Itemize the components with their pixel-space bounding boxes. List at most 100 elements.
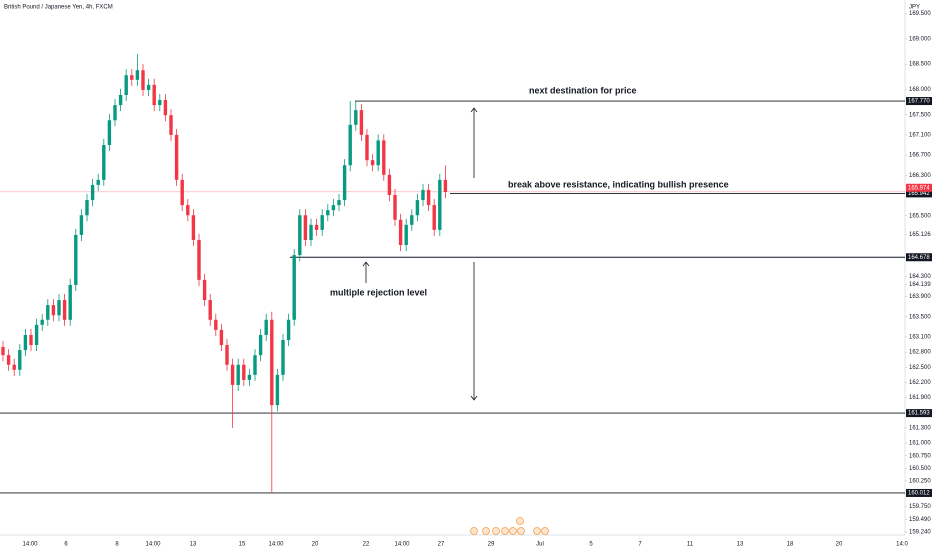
candle-body (404, 224, 408, 246)
candle-body (326, 210, 330, 216)
x-tick-label: 14:00 (394, 542, 410, 548)
y-tick-label: 162.200 (909, 380, 931, 386)
x-tick-label: 6 (64, 542, 68, 548)
x-tick-label: 11 (687, 542, 694, 548)
event-icon[interactable] (533, 527, 541, 535)
candle-body (370, 160, 375, 166)
candle-body (438, 179, 442, 230)
candle-body (18, 350, 22, 370)
candle-body (180, 179, 184, 206)
candle-body (1, 347, 5, 356)
event-icon[interactable] (492, 527, 500, 535)
candle-body (236, 364, 240, 385)
candle-body (298, 215, 302, 256)
arrow-head (470, 107, 478, 113)
candle-body (152, 84, 156, 106)
level-label: 167.770 (908, 99, 930, 105)
y-tick-label: 166.300 (909, 173, 931, 179)
candle-body (79, 215, 84, 235)
candle-body (253, 355, 257, 375)
candle-body (303, 215, 308, 240)
candle-body (387, 174, 392, 196)
candle-body (146, 84, 151, 90)
y-tick-label: 165.500 (909, 213, 931, 219)
y-tick-label: 167.100 (909, 132, 931, 138)
x-tick-label: 14:00 (22, 542, 38, 548)
x-tick-label: 20 (312, 542, 319, 548)
x-tick-label: 5 (589, 542, 593, 548)
candle-body (410, 215, 414, 225)
candle-body (74, 234, 78, 285)
event-icon[interactable] (517, 527, 525, 535)
event-icon[interactable] (482, 527, 490, 535)
candle-body (85, 200, 89, 216)
candle-body (219, 329, 224, 346)
y-tick-label: 164.139 (909, 282, 931, 288)
y-tick-label: 163.100 (909, 335, 931, 341)
y-tick-label: 160.250 (909, 479, 931, 485)
level-label: 164.678 (908, 255, 930, 261)
candle-body (230, 364, 235, 385)
y-tick-label: 163.500 (909, 314, 931, 320)
candle-body (320, 215, 324, 230)
event-icon[interactable] (501, 527, 509, 535)
y-tick-label: 168.500 (909, 62, 931, 68)
y-tick-label: 164.300 (909, 274, 931, 280)
annotation: break above resistance, indicating bulli… (508, 179, 729, 189)
event-icon[interactable] (509, 527, 517, 535)
candle-body (247, 374, 252, 380)
candle-body (292, 255, 296, 320)
level-tag (906, 189, 932, 198)
candle-body (225, 345, 229, 365)
candle-body (90, 184, 95, 201)
annotation: next destination for price (529, 85, 637, 95)
x-tick-label: Jul (536, 542, 544, 548)
event-icon[interactable] (470, 527, 478, 535)
event-icon[interactable] (516, 517, 524, 525)
y-tick-label: 159.490 (909, 517, 931, 523)
candle-body (426, 189, 431, 206)
candle-body (214, 319, 218, 330)
candle-body (130, 75, 134, 80)
event-icons (470, 517, 549, 535)
y-tick-label: 169.000 (909, 36, 931, 42)
candle-body (124, 75, 128, 95)
candle-body (337, 200, 341, 206)
x-tick-label: 18 (787, 542, 794, 548)
level-tag (906, 97, 932, 106)
candle-body (57, 300, 61, 316)
y-tick-label: 162.500 (909, 365, 931, 371)
x-tick-label: 13 (737, 542, 744, 548)
candle-body (191, 215, 196, 240)
candle-body (354, 110, 358, 125)
level-tag (906, 488, 932, 497)
candle-body (258, 334, 263, 356)
level-tag (906, 409, 932, 418)
candle-body (186, 205, 190, 216)
y-tick-label: 162.800 (909, 350, 931, 356)
annotation: multiple rejection level (330, 287, 427, 297)
candle-body (415, 200, 420, 216)
candle-body (169, 115, 173, 135)
chart-title: British Pound / Japanese Yen, 4h, FXCM (4, 5, 113, 11)
candle-body (174, 134, 179, 180)
candle-body (242, 364, 246, 380)
candle-body (107, 120, 112, 145)
x-tick-label: 13 (190, 542, 197, 548)
candle-body (398, 219, 403, 246)
candle-body (113, 105, 117, 121)
candles-layer (1, 54, 448, 494)
lines-layer (0, 100, 905, 494)
arrows (362, 107, 478, 401)
event-icon[interactable] (541, 527, 549, 535)
y-tick-label: 159.750 (909, 504, 931, 510)
candle-body (40, 319, 44, 325)
arrow-head (362, 261, 370, 267)
candle-body (331, 205, 336, 211)
x-tick-label: 15 (239, 542, 246, 548)
candle-body (376, 140, 380, 166)
candle-body (342, 165, 347, 201)
candle-body (46, 305, 50, 320)
